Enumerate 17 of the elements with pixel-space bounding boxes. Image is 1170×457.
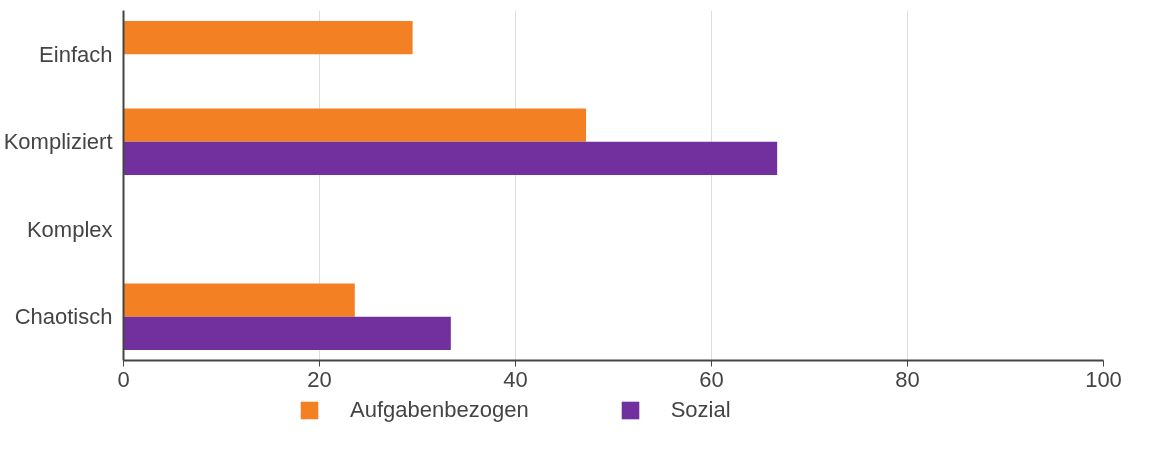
x-tick-label: 40 — [503, 366, 528, 392]
legend-label: Sozial — [670, 397, 731, 423]
x-tick-label: 20 — [307, 366, 332, 392]
x-tick-label: 60 — [699, 366, 724, 392]
bar — [123, 141, 778, 175]
y-tick-label: Einfach — [39, 41, 113, 67]
legend-label: Aufgabenbezogen — [350, 397, 529, 423]
bar — [123, 108, 587, 142]
x-tick-label: 100 — [1085, 366, 1122, 392]
bar — [123, 283, 355, 317]
x-tick-label: 0 — [117, 366, 130, 392]
y-tick-label: Komplex — [26, 216, 113, 242]
bar — [123, 21, 413, 55]
x-tick-label: 80 — [895, 366, 920, 392]
y-tick-label: Kompliziert — [3, 129, 113, 155]
bar — [123, 316, 451, 350]
y-tick-label: Chaotisch — [14, 304, 113, 330]
